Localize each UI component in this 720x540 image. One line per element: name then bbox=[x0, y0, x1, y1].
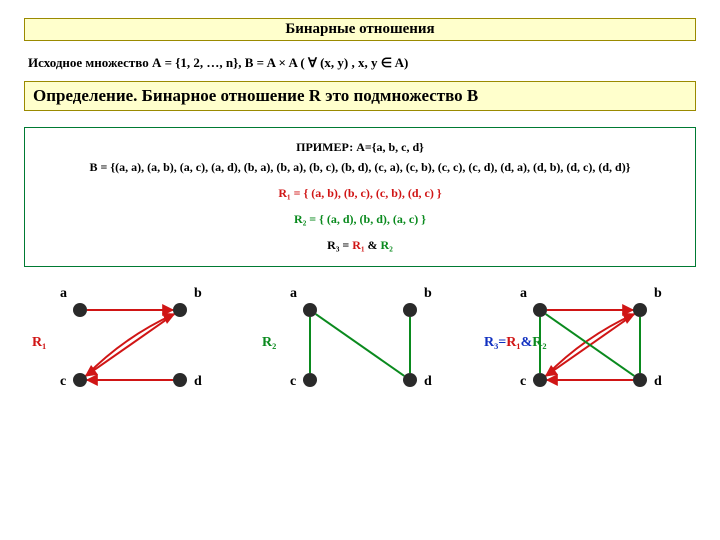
graph-label-R2: R₂ bbox=[262, 335, 276, 351]
node-label-c: c bbox=[520, 374, 526, 389]
node-label-b: b bbox=[654, 286, 662, 301]
graph-label-R3: R₃=R₁&R₂ bbox=[484, 335, 547, 351]
definition-box: Определение. Бинарное отношение R это по… bbox=[24, 81, 696, 111]
edge-b-c bbox=[86, 314, 175, 376]
node-label-d: d bbox=[654, 374, 662, 389]
example-B: B = {(a, a), (a, b), (a, c), (a, d), (b,… bbox=[33, 158, 687, 176]
node-label-c: c bbox=[60, 374, 66, 389]
node-a bbox=[73, 303, 87, 317]
example-R1: R₁ = { (a, b), (b, c), (c, b), (d, c) } bbox=[33, 184, 687, 202]
example-box: ПРИМЕР: A={a, b, c, d} B = {(a, a), (a, … bbox=[24, 127, 696, 267]
node-label-d: d bbox=[194, 374, 202, 389]
node-c bbox=[303, 373, 317, 387]
node-label-d: d bbox=[424, 374, 432, 389]
graph-label-R1: R₁ bbox=[32, 335, 46, 351]
source-set-line: Исходное множество А = {1, 2, …, n}, B =… bbox=[28, 55, 696, 71]
node-label-b: b bbox=[424, 286, 432, 301]
edge-a-d bbox=[316, 314, 405, 376]
example-R3: R₃ = R₁ & R₂ bbox=[33, 236, 687, 254]
graph-R2: a b c d R₂ bbox=[260, 285, 460, 405]
example-R2: R₂ = { (a, d), (b, d), (a, c) } bbox=[33, 210, 687, 228]
node-c bbox=[533, 373, 547, 387]
node-b bbox=[173, 303, 187, 317]
node-d bbox=[173, 373, 187, 387]
graph-R3: abcdR₃=R₁&R₂ bbox=[490, 285, 690, 405]
node-d bbox=[403, 373, 417, 387]
node-label-a: a bbox=[60, 286, 67, 301]
node-a bbox=[533, 303, 547, 317]
diagrams-row: a b c d R₁ a b c d R₂ a b c d R₃=R₁&R₂ bbox=[30, 285, 690, 405]
node-a bbox=[303, 303, 317, 317]
node-label-b: b bbox=[194, 286, 202, 301]
node-c bbox=[73, 373, 87, 387]
graph-R1: a b c d R₁ bbox=[30, 285, 230, 405]
node-b bbox=[403, 303, 417, 317]
node-label-a: a bbox=[520, 286, 527, 301]
example-header: ПРИМЕР: A={a, b, c, d} bbox=[33, 138, 687, 156]
node-d bbox=[633, 373, 647, 387]
node-label-c: c bbox=[290, 374, 296, 389]
node-b bbox=[633, 303, 647, 317]
page-title: Бинарные отношения bbox=[24, 18, 696, 41]
node-label-a: a bbox=[290, 286, 297, 301]
